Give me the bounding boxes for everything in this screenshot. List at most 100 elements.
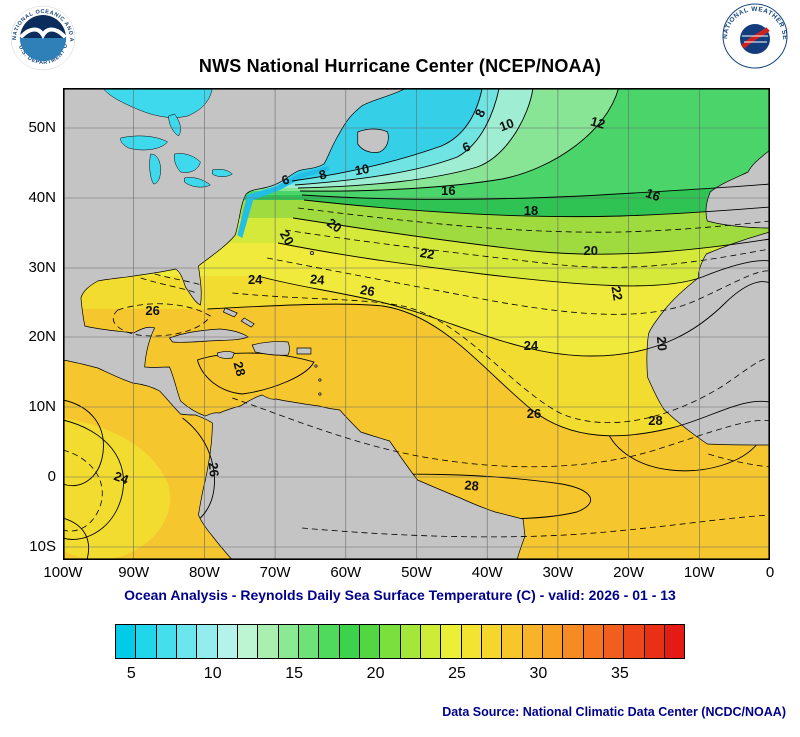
- isotherm-6: [291, 88, 483, 182]
- isotherm-dashed-21: [284, 229, 770, 268]
- data-source-text: Data Source: National Climatic Data Cent…: [442, 705, 786, 719]
- colorbar-cell: [441, 625, 462, 658]
- contour-label: 12: [589, 114, 607, 132]
- colorbar-cell: [563, 625, 584, 658]
- colorbar-cell: [339, 625, 360, 658]
- nws-logo: NATIONAL WEATHER SERVICE: [722, 3, 788, 69]
- colorbar-cell: [522, 625, 543, 658]
- contour-label: 10: [497, 115, 516, 134]
- lon-tick-label: 10W: [683, 564, 715, 581]
- page-title: NWS National Hurricane Center (NCEP/NOAA…: [198, 56, 602, 76]
- contour-label: 22: [608, 285, 625, 302]
- lon-tick-label: 0: [765, 564, 775, 581]
- contour-label: 26: [145, 303, 159, 318]
- isotherm-dashed-23: [267, 257, 770, 315]
- noaa-logo: NATIONAL OCEANIC AND ATMOSPHERIC ADMINIS…: [10, 5, 76, 71]
- hudson-bay: [102, 88, 213, 118]
- contour-label: 26: [206, 462, 222, 478]
- colorbar-cell: [359, 625, 381, 658]
- colorbar-tick-label: 20: [366, 665, 385, 682]
- colorbar-tick-label: 5: [126, 665, 136, 682]
- contour-label: 20: [277, 228, 297, 248]
- isotherm-26: [207, 303, 770, 437]
- lon-tick-label: 20W: [613, 564, 645, 581]
- colorbar-cell: [542, 625, 564, 658]
- colorbar-cell: [156, 625, 177, 658]
- isotherm-16: [301, 183, 770, 200]
- lake-superior: [120, 135, 168, 151]
- contour-label: 28: [464, 477, 480, 493]
- contour-lines: [63, 88, 770, 540]
- colorbar-cell: [319, 625, 340, 658]
- lat-tick-label: 30N: [28, 258, 56, 276]
- isotherm-18: [303, 199, 770, 218]
- land-americas: [63, 88, 526, 560]
- colorbar-cell: [116, 625, 137, 658]
- colorbar-cell: [136, 625, 157, 658]
- island-newfoundland: [357, 128, 389, 153]
- contour-label: 24: [248, 272, 263, 287]
- map-frame: [63, 88, 770, 560]
- contour-label: 24: [309, 271, 325, 287]
- isotherm-dashed-19: [297, 207, 770, 233]
- lon-axis: 100W 90W 80W 70W 60W 50W 40W 30W 20W 10W 0: [43, 564, 774, 586]
- colorbar-ticks: 5 10 15 20 25 30 35: [115, 665, 685, 687]
- contour-label: 22: [419, 245, 436, 262]
- contour-label: 26: [359, 282, 376, 299]
- colorbar-cell: [624, 625, 645, 658]
- isotherm-20: [292, 217, 770, 255]
- contour-label: 20: [324, 215, 344, 236]
- noaa-seagull-icon: [20, 27, 66, 40]
- colorbar-cell: [664, 625, 685, 658]
- colorbar-tick-label: 10: [203, 665, 222, 682]
- island-hispaniola: [251, 341, 290, 356]
- contour-label: 20: [584, 243, 598, 258]
- noaa-emblem-sea: [20, 38, 66, 61]
- colorbar-cell: [400, 625, 421, 658]
- lake-ontario: [212, 168, 233, 177]
- lat-tick-label: 10N: [28, 398, 56, 416]
- colorbar-cell: [298, 625, 320, 658]
- colorbar-tick-label: 30: [529, 665, 548, 682]
- band-28-caribbean: [196, 352, 315, 395]
- grid: [63, 88, 770, 560]
- colorbar-cell: [237, 625, 259, 658]
- island-jamaica: [216, 351, 235, 359]
- colorbar-cell: [380, 625, 401, 658]
- james-bay: [168, 113, 181, 137]
- contour-label: 10: [354, 161, 371, 178]
- colorbar-tick-label: 35: [610, 665, 629, 682]
- lake-michigan: [149, 153, 161, 185]
- pacific-yellow-band: [63, 418, 171, 560]
- isotherm-26-pacific: [182, 417, 215, 519]
- band-28-pacific-corner: [63, 517, 89, 560]
- isotherm-dashed-27: [232, 397, 770, 468]
- isotherm-dashed-25: [232, 292, 770, 424]
- lon-tick-label: 100W: [43, 564, 83, 581]
- colorbar-cell: [420, 625, 442, 658]
- lat-axis: 50N 40N 30N 20N 10N 0 10S: [4, 88, 56, 560]
- isotherm-22: [278, 242, 770, 287]
- nws-globe-lines-icon: [742, 35, 768, 43]
- contour-label: 16: [644, 185, 663, 204]
- contour-label: 28: [648, 413, 662, 428]
- isotherm-dashed-guinea: [708, 453, 770, 468]
- lakes: [102, 88, 233, 188]
- island-bermuda: [310, 251, 314, 255]
- contour-label: 18: [524, 203, 538, 218]
- analysis-caption: Ocean Analysis - Reynolds Daily Sea Surf…: [124, 587, 676, 603]
- contour-label: 24: [112, 468, 131, 487]
- lon-tick-label: 50W: [401, 564, 432, 581]
- isotherm-dashed-27-south: [301, 514, 770, 538]
- contour-label: 8: [317, 166, 328, 182]
- colorbar-cell: [644, 625, 665, 658]
- lake-huron: [174, 153, 201, 173]
- isotherm-dashed-gulf: [112, 303, 211, 337]
- islands-antilles-1: [314, 364, 318, 368]
- lake-erie: [184, 177, 211, 188]
- lon-tick-label: 40W: [471, 564, 503, 581]
- isotherm-dashed-gulfcoast-1: [154, 273, 202, 286]
- colorbar: [115, 624, 685, 659]
